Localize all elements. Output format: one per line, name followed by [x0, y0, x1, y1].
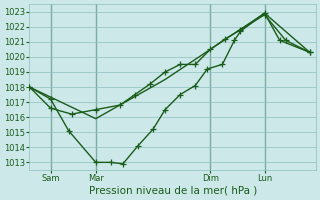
- X-axis label: Pression niveau de la mer( hPa ): Pression niveau de la mer( hPa ): [89, 186, 257, 196]
